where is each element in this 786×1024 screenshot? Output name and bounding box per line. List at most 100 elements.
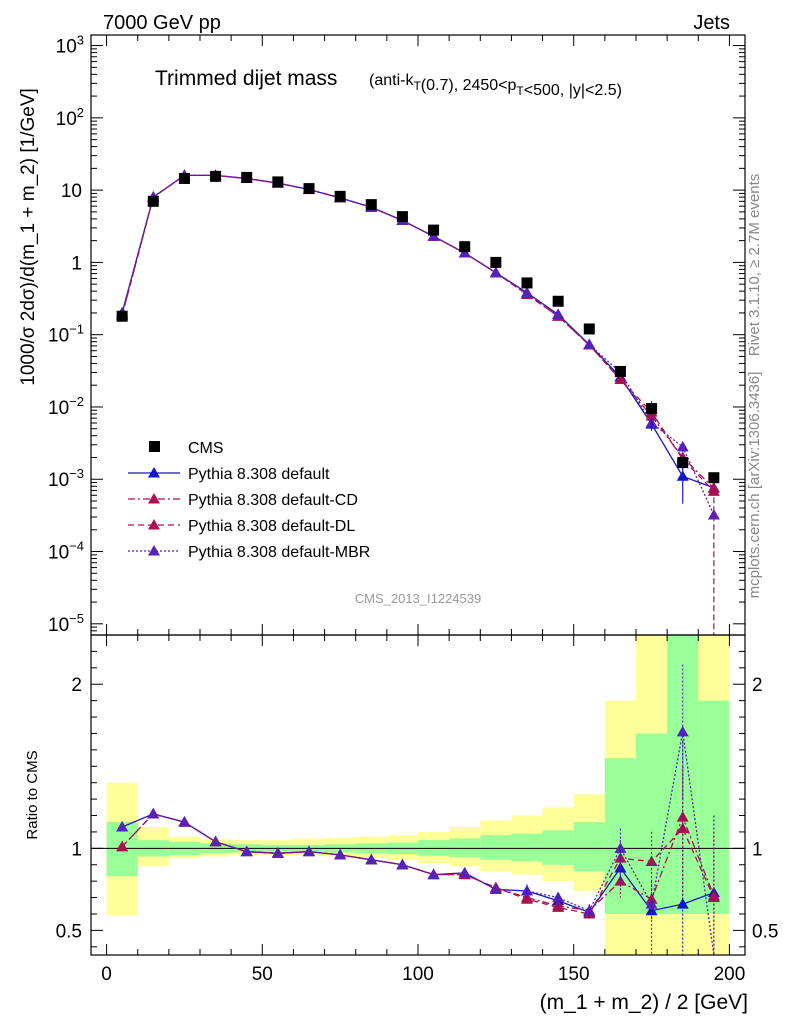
ratio-triangle-point xyxy=(458,866,471,878)
band-inner-bin xyxy=(542,830,574,865)
legend-label-cms: CMS xyxy=(188,440,224,457)
ratio-y-tick-label: 0.5 xyxy=(752,921,778,942)
legend-marker-cms xyxy=(149,441,160,452)
analysis-id: CMS_2013_I1224539 xyxy=(355,591,482,606)
ratio-y-tick-label: 2 xyxy=(71,675,82,696)
y-tick-label: 10−4 xyxy=(48,539,84,564)
ratio-y-tick-label: 1 xyxy=(71,839,82,860)
top-triangle-point xyxy=(458,246,471,258)
top-triangle-point xyxy=(707,509,720,520)
legend-marker xyxy=(148,519,160,530)
cms-data-point xyxy=(365,199,377,211)
legend-label: Pythia 8.308 default-DL xyxy=(188,518,355,535)
y-tick-label: 1 xyxy=(71,253,82,274)
ratio-triangle-point xyxy=(676,811,689,822)
ratio-triangle-point xyxy=(178,816,191,827)
top-triangle-point xyxy=(676,440,689,452)
ratio-triangle-point xyxy=(303,845,315,857)
legend: CMS Pythia 8.308 default Pythia 8.308 defa… xyxy=(128,440,370,561)
top-markers xyxy=(116,169,720,635)
top-ylabel: 1000/σ 2dσ)/d(m_1 + m_2) [1/GeV] xyxy=(18,88,39,386)
legend-label: Pythia 8.308 default-MBR xyxy=(188,544,370,561)
ratio-series xyxy=(121,731,715,956)
cms-data-point xyxy=(646,403,658,415)
ratio-triangle-point xyxy=(521,893,533,904)
cms-data-point xyxy=(334,190,346,202)
ratio-triangle-point xyxy=(396,858,409,870)
x-tick-label: 0 xyxy=(101,964,112,985)
ratio-triangle-point xyxy=(489,883,502,894)
y-tick-label: 102 xyxy=(56,105,84,130)
cms-data-point xyxy=(459,241,471,253)
x-tick-label: 50 xyxy=(252,964,273,985)
cms-data-point xyxy=(677,457,689,469)
ratio-triangle-point xyxy=(116,821,129,832)
ratio-triangle-point xyxy=(271,847,284,858)
x-tick-label: 100 xyxy=(402,964,434,985)
top-triangle-point xyxy=(583,338,596,350)
ratio-triangle-point xyxy=(552,901,565,912)
top-line-3 xyxy=(121,174,715,492)
band-inner-bin xyxy=(480,835,512,860)
cms-data-point xyxy=(583,323,595,335)
cms-data-point xyxy=(147,195,159,207)
cms-data-point xyxy=(428,224,440,236)
cms-data-point xyxy=(708,472,720,484)
ratio-triangle-point xyxy=(116,840,129,852)
band-inner-bin xyxy=(573,822,605,872)
top-triangle-point xyxy=(552,308,565,320)
cms-data-point xyxy=(241,171,253,183)
cms-data-point xyxy=(614,365,626,377)
y-tick-label: 10−1 xyxy=(48,322,84,347)
ratio-bands xyxy=(91,635,745,955)
ratio-markers xyxy=(116,664,720,955)
band-inner-bin xyxy=(511,833,543,862)
cms-data-point xyxy=(490,256,502,268)
y-tick-label: 103 xyxy=(56,33,84,58)
cms-data-point xyxy=(396,211,408,223)
title-main: Trimmed dijet mass xyxy=(155,67,337,90)
y-tick-label: 10−5 xyxy=(48,611,84,636)
legend-marker xyxy=(148,493,160,504)
ratio-triangle-point xyxy=(676,725,689,737)
ratio-triangle-point xyxy=(365,853,378,865)
title-sub: (anti-kT(0.7), 2450<pT<500, |y|<2.5) xyxy=(369,72,622,99)
ratio-triangle-point xyxy=(209,835,222,847)
x-tick-label: 150 xyxy=(558,964,590,985)
cms-data-point xyxy=(272,176,284,188)
cms-data-point xyxy=(552,295,564,307)
ratio-triangle-point xyxy=(427,868,440,880)
header-left: 7000 GeV pp xyxy=(103,12,221,34)
band-inner-bin xyxy=(698,700,730,914)
y-tick-label: 10 xyxy=(61,181,82,202)
header-right: Jets xyxy=(693,12,730,34)
cms-data-point xyxy=(178,172,190,184)
axes: 0 50 100 150 20010−510−410−310−210−111010210… xyxy=(48,33,778,985)
legend-marker xyxy=(148,467,160,478)
ratio-triangle-point xyxy=(334,848,347,860)
rivet-label: Rivet 3.1.10, ≥ 2.7M events xyxy=(746,174,763,357)
mcplots-label: mcplots.cern.ch [arXiv:1306.3436] xyxy=(746,372,763,599)
ratio-triangle-point xyxy=(147,807,160,819)
top-triangle-point xyxy=(521,286,533,298)
legend-label: Pythia 8.308 default-CD xyxy=(188,492,358,509)
cms-data-point xyxy=(303,183,315,195)
cms-data-point xyxy=(521,277,533,289)
y-tick-label: 10−2 xyxy=(48,394,84,419)
plot-title: Trimmed dijet mass (anti-kT(0.7), 2450<p… xyxy=(155,67,622,99)
ratio-triangle-point xyxy=(240,845,253,857)
band-inner-bin xyxy=(636,733,668,914)
ratio-line-4 xyxy=(121,731,715,956)
legend-label: Pythia 8.308 default xyxy=(188,466,330,483)
ratio-ylabel: Ratio to CMS xyxy=(24,750,41,839)
y-tick-label: 10−3 xyxy=(48,466,84,491)
cms-data-point xyxy=(116,310,128,322)
legend-marker xyxy=(148,545,160,556)
top-triangle-point xyxy=(489,266,502,278)
ratio-triangle-point xyxy=(645,898,658,909)
xlabel: (m_1 + m_2) / 2 [GeV] xyxy=(540,991,748,1014)
top-series xyxy=(121,174,715,516)
band-inner-bin xyxy=(604,758,636,914)
top-line-4 xyxy=(121,174,715,516)
